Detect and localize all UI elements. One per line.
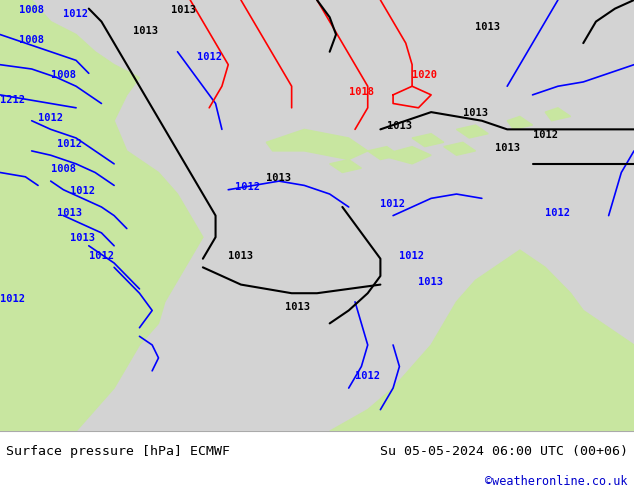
Text: 1013: 1013 — [387, 122, 411, 131]
Text: 1008: 1008 — [51, 70, 75, 79]
Polygon shape — [368, 147, 399, 160]
Text: Su 05-05-2024 06:00 UTC (00+06): Su 05-05-2024 06:00 UTC (00+06) — [380, 445, 628, 458]
Text: 1012: 1012 — [57, 139, 82, 148]
Text: 1013: 1013 — [463, 108, 488, 119]
Text: 1008: 1008 — [19, 5, 44, 15]
Polygon shape — [412, 134, 444, 147]
Polygon shape — [330, 250, 634, 431]
Text: 1012: 1012 — [38, 113, 63, 122]
Polygon shape — [380, 147, 431, 164]
Text: 1012: 1012 — [380, 199, 405, 209]
Text: ©weatheronline.co.uk: ©weatheronline.co.uk — [485, 475, 628, 488]
Text: 1012: 1012 — [545, 208, 570, 218]
Text: 1012: 1012 — [533, 130, 557, 140]
Text: 1013: 1013 — [57, 208, 82, 218]
Text: 1013: 1013 — [495, 143, 519, 153]
Text: 1020: 1020 — [412, 70, 437, 79]
Text: 1012: 1012 — [235, 182, 259, 192]
Text: 1012: 1012 — [197, 52, 221, 62]
Text: 1013: 1013 — [171, 5, 196, 15]
Text: 1013: 1013 — [228, 251, 253, 261]
Text: 1008: 1008 — [51, 165, 75, 174]
Text: 1013: 1013 — [70, 233, 94, 244]
Text: 1013: 1013 — [418, 276, 443, 287]
Polygon shape — [0, 0, 203, 431]
Text: 1012: 1012 — [355, 371, 380, 381]
Text: 1012: 1012 — [70, 186, 94, 196]
Text: Surface pressure [hPa] ECMWF: Surface pressure [hPa] ECMWF — [6, 445, 230, 458]
Polygon shape — [266, 129, 368, 160]
Text: 1018: 1018 — [349, 87, 373, 97]
Polygon shape — [330, 160, 361, 172]
Text: 1012: 1012 — [0, 294, 25, 304]
Polygon shape — [545, 108, 571, 121]
Text: 1212: 1212 — [0, 96, 25, 105]
Polygon shape — [444, 142, 476, 155]
Text: 1012: 1012 — [89, 251, 113, 261]
Text: 1013: 1013 — [133, 26, 158, 36]
Polygon shape — [507, 117, 533, 129]
Text: 1013: 1013 — [476, 22, 500, 32]
Text: 1008: 1008 — [19, 35, 44, 45]
Text: 1013: 1013 — [285, 302, 310, 313]
Text: 1013: 1013 — [266, 173, 291, 183]
Polygon shape — [456, 125, 488, 138]
Text: 1012: 1012 — [399, 251, 424, 261]
Text: 1012: 1012 — [63, 9, 88, 19]
